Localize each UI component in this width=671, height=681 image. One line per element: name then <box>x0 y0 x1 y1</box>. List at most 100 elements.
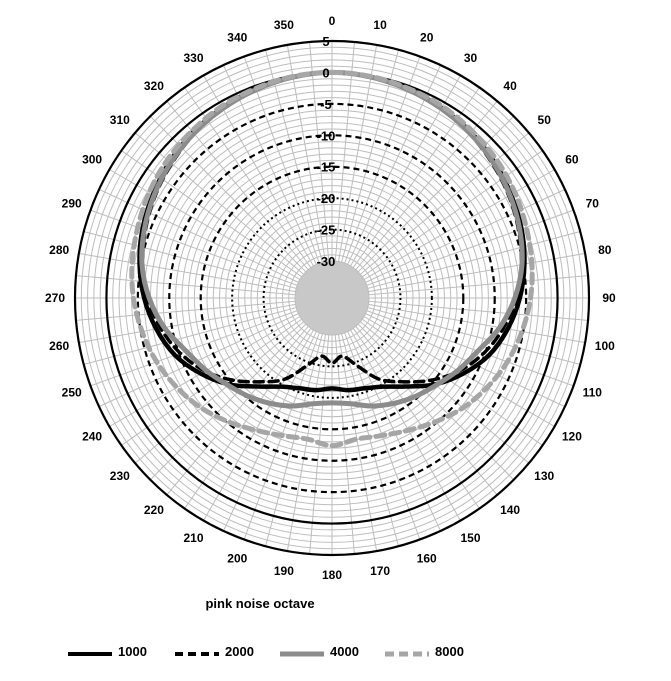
spoke <box>357 323 515 481</box>
spoke <box>286 44 327 262</box>
ring-label: 5 <box>322 34 329 49</box>
spoke <box>367 231 581 289</box>
angle-label: 270 <box>45 291 65 305</box>
spoke <box>368 300 589 321</box>
angle-label: 290 <box>62 196 82 210</box>
angle-label: 280 <box>49 243 69 257</box>
angle-label: 260 <box>49 339 69 353</box>
ring-label: -15 <box>317 160 336 175</box>
angle-label: 200 <box>227 551 247 565</box>
angle-label: 130 <box>534 469 554 483</box>
spoke <box>360 132 530 275</box>
spoke <box>350 329 461 521</box>
spoke <box>134 321 304 464</box>
polar-grid <box>73 39 591 557</box>
major-ring <box>199 165 465 431</box>
inner-disc <box>294 260 370 336</box>
angle-label: 80 <box>598 243 612 257</box>
angle-label: 250 <box>62 386 82 400</box>
spoke <box>337 334 378 552</box>
angle-label: 140 <box>500 503 520 517</box>
spoke <box>203 329 314 521</box>
spoke <box>98 313 299 408</box>
angle-label: 180 <box>322 568 342 582</box>
angle-label: 300 <box>82 153 102 167</box>
spoke <box>368 252 586 293</box>
angle-label: 30 <box>464 51 478 65</box>
spoke <box>352 328 480 509</box>
spoke <box>366 209 574 286</box>
spoke <box>166 326 309 496</box>
spoke <box>334 41 355 262</box>
legend-swatch-8000 <box>385 651 429 657</box>
legend-label-4000: 4000 <box>330 644 359 659</box>
spoke <box>90 209 298 286</box>
spoke <box>362 318 543 446</box>
spoke <box>166 100 309 270</box>
angle-label: 210 <box>183 531 203 545</box>
angle-label: 90 <box>602 291 616 305</box>
spoke <box>90 310 298 387</box>
spoke <box>368 275 589 296</box>
spoke <box>78 303 296 344</box>
ring-label: -25 <box>317 223 336 238</box>
spoke <box>355 326 498 496</box>
angle-label: 170 <box>370 564 390 578</box>
legend-swatch-2000 <box>175 652 219 656</box>
angle-label: 150 <box>460 531 480 545</box>
legend: 1000 2000 4000 8000 <box>0 644 671 664</box>
spoke <box>362 150 543 278</box>
spoke <box>121 150 302 278</box>
spoke <box>365 188 566 283</box>
spoke <box>75 300 296 321</box>
legend-swatch-1000 <box>68 652 112 656</box>
spoke <box>121 318 302 446</box>
spoke <box>75 275 296 296</box>
angle-label: 100 <box>595 339 615 353</box>
spoke <box>357 115 515 273</box>
polar-labels: 50-5-10-15-20-25-300 10203040506070809010… <box>45 14 616 582</box>
ring-label: 0 <box>322 65 329 80</box>
spoke <box>83 231 297 289</box>
spoke <box>265 49 323 263</box>
spoke <box>355 100 498 270</box>
spoke <box>341 333 399 547</box>
spoke <box>309 41 330 262</box>
angle-label: 330 <box>183 51 203 65</box>
spoke <box>265 333 323 547</box>
legend-label-2000: 2000 <box>225 644 254 659</box>
spoke <box>149 323 307 481</box>
spoke <box>184 328 312 509</box>
series-line-8000 <box>129 69 535 449</box>
spoke <box>134 132 304 275</box>
spoke <box>367 307 581 365</box>
spoke <box>78 252 296 293</box>
ring-label: -10 <box>317 128 336 143</box>
spoke <box>365 313 566 408</box>
spoke <box>360 321 530 464</box>
spoke <box>341 49 399 263</box>
angle-label: 20 <box>420 31 434 45</box>
angle-label: 120 <box>562 430 582 444</box>
angle-label: 50 <box>538 113 552 127</box>
spoke <box>98 188 299 283</box>
spoke <box>222 331 317 532</box>
spoke <box>286 334 327 552</box>
angle-label: 10 <box>373 18 387 32</box>
major-ring <box>262 228 402 368</box>
spoke <box>109 169 301 280</box>
polar-series <box>129 69 535 449</box>
angle-label: 190 <box>274 564 294 578</box>
angle-label: 220 <box>144 503 164 517</box>
spoke <box>366 310 574 387</box>
angle-label: 70 <box>586 196 600 210</box>
ring-label: -30 <box>317 254 336 269</box>
spoke <box>334 334 355 555</box>
spoke <box>83 307 297 365</box>
angle-label: 40 <box>503 79 517 93</box>
spoke <box>149 115 307 273</box>
angle-label: 320 <box>144 79 164 93</box>
chart-subtitle: pink noise octave <box>205 596 315 611</box>
legend-label-1000: 1000 <box>118 644 147 659</box>
major-ring <box>231 197 433 399</box>
